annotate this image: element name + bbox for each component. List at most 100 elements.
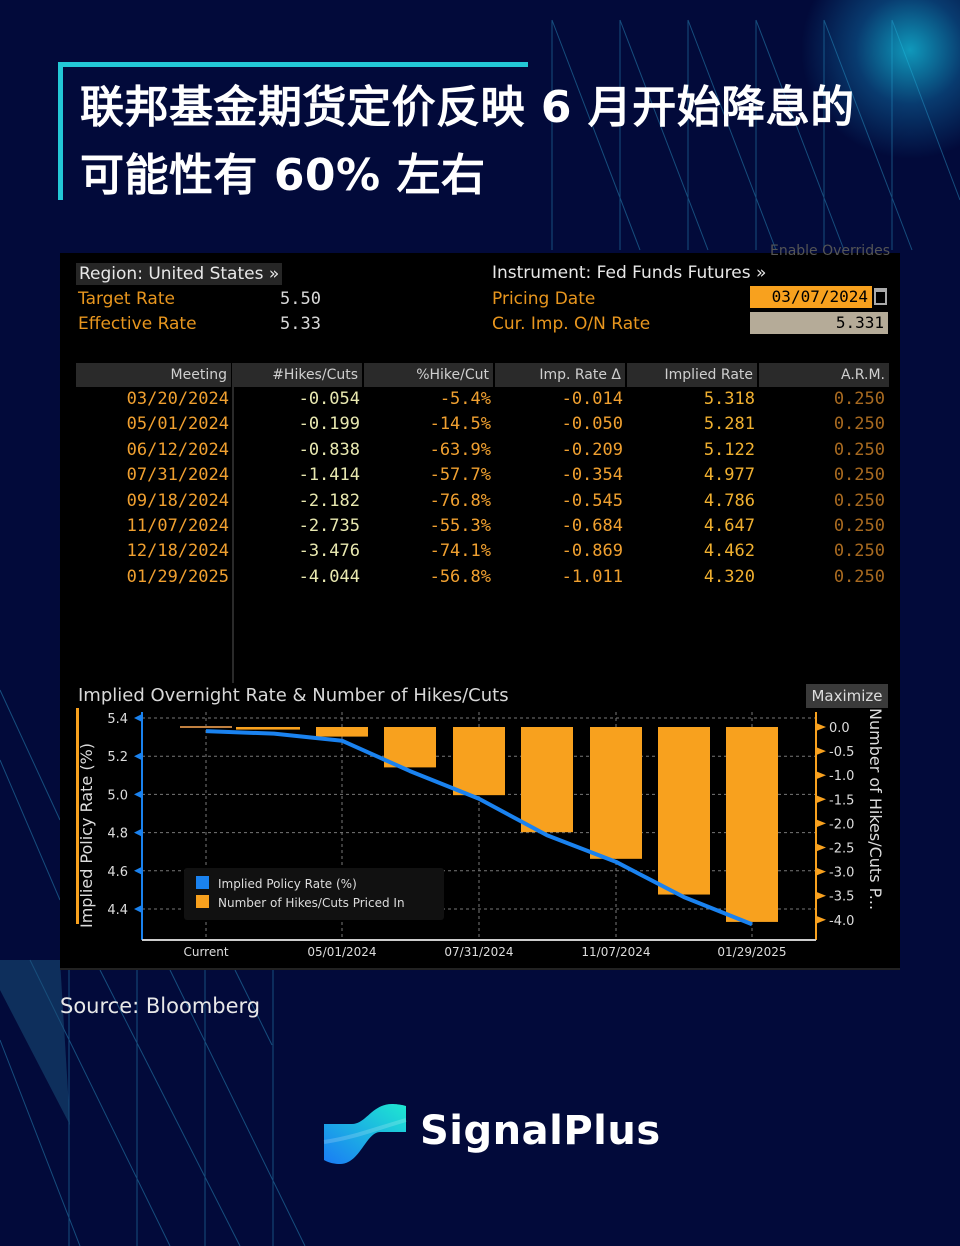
table-cell: -63.9% (429, 439, 491, 460)
effective-rate-value: 5.33 (280, 314, 321, 334)
y-tick-label-right: -1.5 (829, 793, 854, 808)
x-tick-label: 01/29/2025 (717, 945, 786, 959)
col-header-arm[interactable]: A.R.M. (841, 367, 885, 383)
table-row[interactable]: 09/18/2024 -2.182 -76.8% -0.545 4.786 0.250 (76, 489, 889, 514)
brand-name: SignalPlus (420, 1108, 661, 1154)
table-row[interactable]: 05/01/2024 -0.199 -14.5% -0.050 5.281 0.250 (76, 412, 889, 437)
pricing-date-label: Pricing Date (492, 289, 596, 309)
y-tick-label-right: -4.0 (829, 914, 854, 929)
table-row[interactable]: 06/12/2024 -0.838 -63.9% -0.209 5.122 0.250 (76, 438, 889, 463)
table-row[interactable]: 11/07/2024 -2.735 -55.3% -0.684 4.647 0.250 (76, 514, 889, 539)
title-accent-top (58, 62, 528, 67)
signalplus-logo-icon (323, 1104, 407, 1164)
table-cell: -2.735 (298, 515, 360, 536)
table-cell: -3.476 (298, 541, 360, 562)
table-cell: 0.250 (833, 439, 885, 460)
table-cell: -57.7% (429, 465, 491, 486)
table-cell: -74.1% (429, 541, 491, 562)
bar (316, 727, 368, 737)
y-tick-label-right: 0.0 (829, 721, 850, 736)
tick-marker (134, 790, 142, 799)
table-cell: 0.250 (833, 389, 885, 409)
page-title: 联邦基金期货定价反映 6 月开始降息的 可能性有 60% 左右 (80, 74, 920, 210)
column-divider (232, 363, 234, 683)
x-tick-label: Current (183, 945, 228, 959)
tick-marker (816, 747, 826, 756)
table-cell: 11/07/2024 (126, 515, 229, 536)
x-tick-label: 07/31/2024 (444, 945, 513, 959)
instrument-selector[interactable]: Instrument: Fed Funds Futures » (492, 263, 767, 283)
bar (453, 727, 505, 796)
table-cell: 0.250 (833, 490, 885, 511)
y-axis-label-left: Implied Policy Rate (%) (77, 743, 96, 928)
y-tick-label-right: -3.5 (829, 890, 854, 905)
cur-imp-rate-label: Cur. Imp. O/N Rate (492, 314, 651, 334)
tick-marker (816, 891, 826, 900)
y-tick-label-right: -2.0 (829, 817, 854, 832)
col-header-implied-rate[interactable]: Implied Rate (627, 363, 759, 387)
table-cell: 07/31/2024 (126, 465, 229, 486)
y-tick-label-left: 4.8 (107, 827, 128, 842)
calendar-icon[interactable] (874, 288, 887, 305)
tick-marker (816, 795, 826, 804)
effective-rate-label: Effective Rate (78, 314, 197, 334)
y-tick-label-right: -3.0 (829, 866, 854, 881)
table-cell: 06/12/2024 (126, 439, 229, 460)
bar (590, 727, 642, 859)
table-cell: -14.5% (429, 414, 491, 435)
bar (236, 727, 300, 730)
left-axis-accent (76, 708, 79, 924)
table-cell: 01/29/2025 (126, 566, 229, 587)
table-cell: -1.011 (561, 566, 623, 587)
table-header: Meeting #Hikes/Cuts %Hike/Cut Imp. Rate … (76, 363, 889, 387)
target-rate-label: Target Rate (78, 289, 175, 309)
table-row[interactable]: 12/18/2024 -3.476 -74.1% -0.869 4.462 0.250 (76, 539, 889, 564)
tick-marker (816, 771, 826, 780)
enable-overrides-checkbox[interactable]: Enable Overrides (769, 243, 890, 259)
region-selector[interactable]: Region: United States » (76, 263, 283, 285)
source-caption: Source: Bloomberg (60, 994, 261, 1018)
table-cell: 4.320 (703, 566, 755, 587)
table-cell: -56.8% (429, 566, 491, 587)
tick-marker (134, 714, 142, 722)
y-axis-label-right: Number of Hikes/Cuts P... (866, 708, 885, 910)
table-row[interactable]: 07/31/2024 -1.414 -57.7% -0.354 4.977 0.250 (76, 463, 889, 488)
title-line-2: 可能性有 60% 左右 (80, 150, 486, 201)
col-header-pct-hike-cut[interactable]: %Hike/Cut (364, 363, 495, 387)
table-cell: 05/01/2024 (126, 414, 229, 435)
bloomberg-terminal-panel: Enable Overrides Region: United States »… (60, 243, 900, 970)
table-cell: 0.250 (833, 414, 885, 435)
table-cell: 5.281 (703, 414, 755, 435)
table-cell: 03/20/2024 (126, 389, 229, 409)
pricing-date-input[interactable]: 03/07/2024 (750, 286, 872, 308)
meetings-table: Meeting #Hikes/Cuts %Hike/Cut Imp. Rate … (76, 363, 889, 590)
table-cell: 4.786 (703, 490, 755, 511)
tick-marker (134, 828, 142, 837)
chart-title: Implied Overnight Rate & Number of Hikes… (78, 685, 509, 706)
x-tick-label: 05/01/2024 (307, 945, 376, 959)
table-cell: 0.250 (833, 515, 885, 536)
table-cell: -0.054 (298, 389, 360, 409)
bar (658, 727, 710, 895)
table-row[interactable]: 03/20/2024 -0.054 -5.4% -0.014 5.318 0.250 (76, 387, 889, 412)
tick-marker (816, 819, 826, 828)
table-cell: 0.250 (833, 465, 885, 486)
table-cell: -0.545 (561, 490, 623, 511)
table-row[interactable]: 01/29/2025 -4.044 -56.8% -1.011 4.320 0.250 (76, 565, 889, 590)
y-tick-label-right: -1.0 (829, 769, 854, 784)
cur-imp-rate-value: 5.331 (750, 312, 888, 334)
table-cell: -55.3% (429, 515, 491, 536)
bar (521, 727, 573, 833)
tick-marker (134, 905, 142, 913)
col-header-hikes-cuts[interactable]: #Hikes/Cuts (233, 363, 364, 387)
col-header-imp-rate-delta[interactable]: Imp. Rate Δ (495, 363, 627, 387)
implied-rate-line (205, 729, 753, 927)
col-header-meeting[interactable]: Meeting (76, 363, 233, 387)
table-cell: -0.869 (561, 541, 623, 562)
y-tick-label-left: 4.4 (107, 903, 128, 918)
table-cell: 4.462 (703, 541, 755, 562)
table-cell: -0.209 (561, 439, 623, 460)
table-cell: 5.318 (703, 389, 755, 409)
legend-label: Number of Hikes/Cuts Priced In (218, 896, 405, 910)
maximize-button[interactable]: Maximize (806, 684, 888, 708)
